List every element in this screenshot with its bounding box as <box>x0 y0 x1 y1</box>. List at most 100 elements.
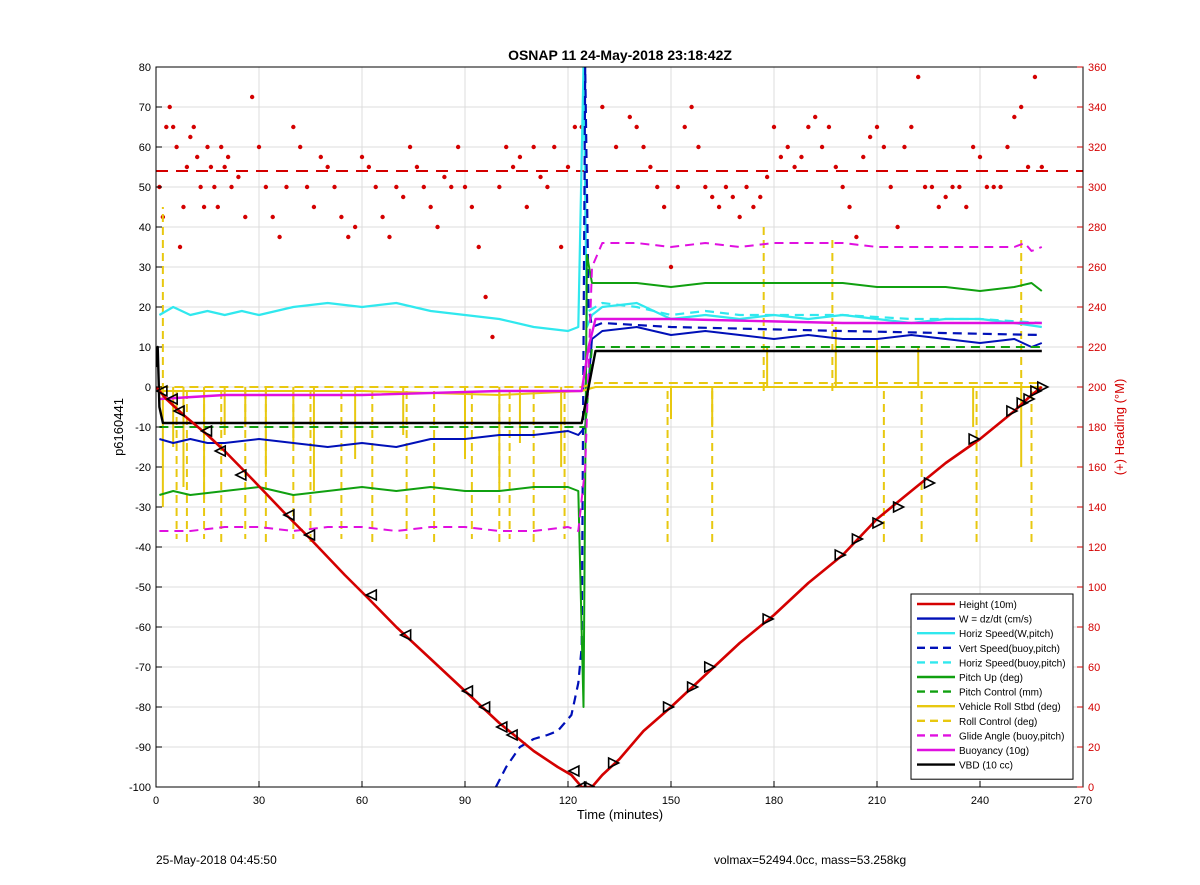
heading-point <box>177 244 183 250</box>
y-axis-right: 0 20 40 60 80 100 120 140 160 180 200 220 240 260 280 3… <box>1077 62 1106 794</box>
height-marker <box>1037 380 1050 394</box>
x-tick-label: 0 <box>153 795 159 807</box>
heading-point <box>195 154 200 160</box>
height-marker <box>364 588 378 602</box>
y2-tick-label: 360 <box>1088 62 1106 74</box>
series-line-height-10m <box>156 385 1043 787</box>
heading-point <box>785 144 790 150</box>
heading-point <box>387 234 392 240</box>
heading-point <box>352 224 358 230</box>
heading-point <box>277 234 282 240</box>
y2-axis-label: (+) Heading (°M) <box>1112 379 1127 476</box>
legend-label: Glide Angle (buoy,pitch) <box>959 731 1064 742</box>
heading-point <box>545 184 550 190</box>
legend-label: Pitch Control (mm) <box>959 688 1042 699</box>
height-marker <box>1023 392 1036 406</box>
height-marker <box>213 444 227 458</box>
height-marker <box>892 500 906 514</box>
heading-point <box>1032 74 1038 80</box>
heading-point <box>167 104 172 110</box>
heading-point <box>703 184 708 190</box>
heading-point <box>318 154 323 160</box>
heading-point <box>205 144 210 150</box>
y2-tick-label: 20 <box>1088 742 1100 754</box>
heading-point <box>751 204 756 210</box>
y2-tick-label: 260 <box>1088 262 1106 274</box>
height-marker <box>834 548 848 562</box>
heading-point <box>191 124 196 130</box>
heading-point <box>991 184 996 190</box>
heading-point <box>311 204 317 210</box>
y-tick-label: 70 <box>139 102 151 114</box>
series-line-pitch-up-deg <box>159 254 1043 708</box>
heading-point <box>476 244 481 250</box>
x-tick-label: 180 <box>765 795 783 807</box>
heading-point <box>174 144 179 150</box>
height-marker <box>923 476 937 490</box>
y-tick-label: 10 <box>139 342 151 354</box>
heading-point <box>744 184 749 190</box>
legend: Height (10m) W = dz/dt (cm/s) Horiz Speed(… <box>910 593 1074 780</box>
heading-point <box>359 154 365 160</box>
heading-point <box>764 174 770 180</box>
legend-label: Horiz Speed(W,pitch) <box>959 629 1053 640</box>
heading-point <box>854 234 859 240</box>
y2-tick-label: 0 <box>1088 782 1094 794</box>
x-tick-label: 60 <box>356 795 368 807</box>
heading-point <box>888 184 893 190</box>
heading-point <box>936 204 941 210</box>
x-axis: 0 30 60 90 120 150 180 210 240 270 <box>153 781 1092 807</box>
heading-point <box>661 204 667 210</box>
y2-tick-label: 220 <box>1088 342 1106 354</box>
height-marker <box>1030 384 1043 398</box>
heading-point <box>428 204 433 210</box>
heading-point <box>243 214 248 220</box>
heading-point <box>497 184 502 190</box>
height-marker <box>302 528 316 542</box>
heading-point <box>641 144 646 150</box>
heading-point <box>435 224 440 230</box>
height-marker <box>703 660 717 674</box>
heading-point <box>219 144 224 150</box>
heading-point <box>164 124 169 130</box>
heading-point <box>170 124 176 130</box>
heading-point <box>558 244 564 250</box>
legend-box <box>910 593 1074 780</box>
series-line-buoyancy-10g <box>159 317 1042 401</box>
y-tick-label: -10 <box>135 422 151 434</box>
heading-point <box>201 204 207 210</box>
y-tick-label: 60 <box>139 142 151 154</box>
heading-point <box>819 144 825 150</box>
heading-point <box>867 134 873 140</box>
heading-point <box>366 164 372 170</box>
series-line-horiz-speed-buoy-pitch <box>588 301 1042 325</box>
heading-point <box>552 144 557 150</box>
heading-point <box>696 144 701 150</box>
heading-point <box>689 104 694 110</box>
y2-tick-label: 60 <box>1088 662 1100 674</box>
heading-point <box>394 184 399 190</box>
y2-tick-label: 180 <box>1088 422 1106 434</box>
legend-label: Horiz Speed(buoy,pitch) <box>959 658 1066 669</box>
heading-point <box>984 184 990 190</box>
heading-point <box>655 184 660 190</box>
heading-point <box>462 184 468 190</box>
height-marker <box>872 516 885 530</box>
y2-tick-label: 80 <box>1088 622 1100 634</box>
y-axis-left: -100-90-80-70-60-50-40-30-20-10010203040… <box>129 62 162 794</box>
heading-point <box>648 164 653 170</box>
heading-point <box>407 144 413 150</box>
heading-point <box>950 184 955 190</box>
heading-point <box>270 214 275 220</box>
height-marker <box>156 384 168 398</box>
y-tick-label: -20 <box>135 462 151 474</box>
height-marker <box>762 612 775 626</box>
heading-point <box>977 154 983 160</box>
heading-point <box>225 154 231 160</box>
heading-point <box>284 184 289 190</box>
y-tick-label: -50 <box>135 582 151 594</box>
x-axis-label: Time (minutes) <box>577 807 663 822</box>
y2-tick-label: 280 <box>1088 222 1106 234</box>
heading-point <box>421 184 426 190</box>
y-tick-label: -30 <box>135 502 151 514</box>
